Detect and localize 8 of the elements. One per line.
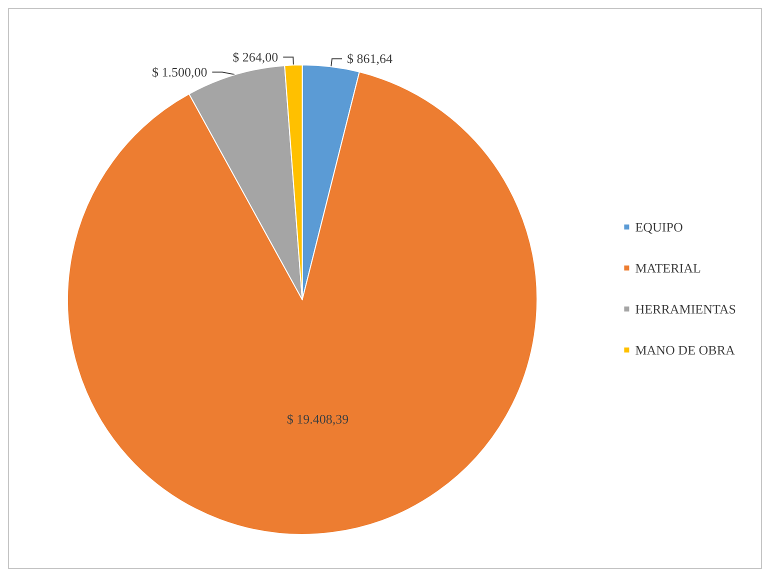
legend-label: MANO DE OBRA: [635, 342, 736, 358]
legend-label: EQUIPO: [635, 220, 683, 234]
data-label: $ 264,00: [232, 50, 278, 65]
data-label: $ 19.408,39: [286, 412, 349, 427]
legend-label: HERRAMIENTAS: [635, 302, 736, 316]
legend-label: MATERIAL: [635, 260, 701, 276]
data-label: $ 861,64: [347, 51, 394, 66]
data-label: $ 1.500,00: [152, 64, 208, 80]
